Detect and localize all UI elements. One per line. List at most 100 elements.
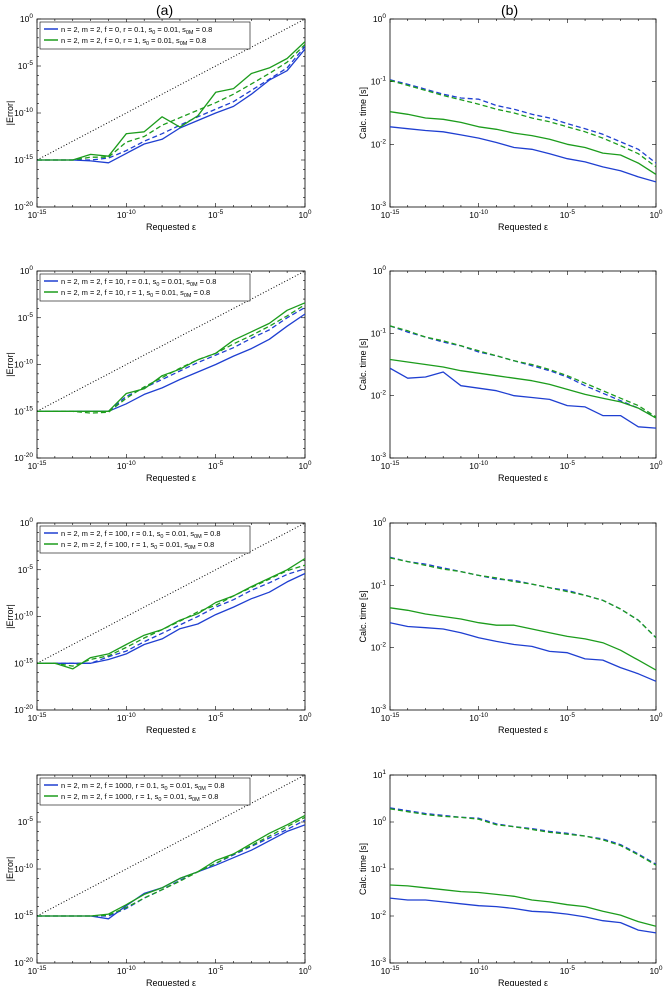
series-line bbox=[37, 557, 305, 670]
series-line bbox=[390, 79, 656, 164]
y-tick-label: 10-1 bbox=[371, 327, 387, 338]
x-tick-label: 10-10 bbox=[469, 209, 488, 220]
series-line bbox=[390, 884, 656, 927]
axis-ticks bbox=[36, 522, 306, 711]
x-tick-label: 10-15 bbox=[381, 965, 400, 976]
x-tick-label: 10-10 bbox=[117, 209, 136, 220]
series-group bbox=[37, 19, 305, 164]
series-line bbox=[390, 126, 656, 183]
series-group bbox=[37, 523, 305, 670]
series-line bbox=[390, 367, 656, 429]
y-tick-label: 100 bbox=[373, 816, 386, 827]
y-tick-label: 10-20 bbox=[14, 704, 33, 715]
x-tick-label: 100 bbox=[298, 209, 311, 220]
series-line bbox=[390, 807, 656, 865]
y-tick-label: 10-3 bbox=[371, 704, 387, 715]
series-line bbox=[390, 111, 656, 175]
x-tick-label: 10-10 bbox=[469, 460, 488, 471]
y-tick-label: 10-3 bbox=[371, 201, 387, 212]
y-tick-label: 10-20 bbox=[14, 201, 33, 212]
series-line bbox=[37, 775, 305, 917]
x-axis-label: Requested ε bbox=[498, 473, 548, 483]
y-tick-label: 10-3 bbox=[371, 957, 387, 968]
x-tick-label: 10-5 bbox=[560, 460, 576, 471]
y-axis-label: Calc. time [s] bbox=[358, 87, 368, 139]
y-axis-label: |Error| bbox=[5, 101, 15, 126]
y-axis-label: |Error| bbox=[5, 857, 15, 882]
y-tick-label: 10-15 bbox=[14, 910, 33, 921]
x-axis-label: Requested ε bbox=[498, 978, 548, 986]
legend: n = 2, m = 2, f = 10, r = 0.1, s0 = 0.01… bbox=[39, 273, 251, 302]
legend: n = 2, m = 2, f = 0, r = 0.1, s0 = 0.01,… bbox=[39, 21, 251, 50]
y-tick-label: 100 bbox=[20, 517, 33, 528]
plot-frame bbox=[389, 522, 657, 711]
y-tick-label: 10-5 bbox=[18, 60, 34, 71]
y-tick-label: 10-15 bbox=[14, 657, 33, 668]
x-tick-label: 10-15 bbox=[28, 460, 47, 471]
axis-ticks bbox=[36, 774, 306, 964]
x-tick-label: 100 bbox=[649, 209, 662, 220]
legend-entry: n = 2, m = 2, f = 10, r = 1, s0 = 0.01, … bbox=[61, 288, 210, 299]
series-line bbox=[37, 45, 305, 161]
x-tick-label: 10-10 bbox=[117, 712, 136, 723]
x-tick-label: 10-5 bbox=[560, 965, 576, 976]
series-group bbox=[390, 556, 656, 682]
y-tick-label: 10-10 bbox=[14, 107, 33, 118]
y-tick-label: 100 bbox=[20, 265, 33, 276]
plot-frame bbox=[389, 270, 657, 459]
x-axis-label: Requested ε bbox=[146, 473, 196, 483]
panel-b2: 10-15 10-10 10-5 100 100 10-1 10-2 10-3 Requeste… bbox=[358, 265, 663, 483]
x-tick-label: 100 bbox=[649, 965, 662, 976]
series-line bbox=[37, 523, 305, 664]
panel-a4: 10-15 10-10 10-5 10010-510-1010-1510-20Requ… bbox=[5, 774, 312, 986]
legend-box bbox=[39, 525, 251, 554]
series-line bbox=[37, 304, 305, 414]
x-axis-label: Requested ε bbox=[146, 222, 196, 232]
legend-entry: n = 2, m = 2, f = 0, r = 1, s0 = 0.01, s… bbox=[61, 36, 206, 47]
x-tick-label: 10-5 bbox=[560, 209, 576, 220]
x-tick-label: 10-15 bbox=[28, 209, 47, 220]
y-axis-label: Calc. time [s] bbox=[358, 590, 368, 642]
y-tick-label: 10-3 bbox=[371, 452, 387, 463]
plot-frame bbox=[389, 774, 657, 964]
series-line bbox=[390, 557, 656, 639]
legend-entry: n = 2, m = 2, f = 100, r = 0.1, s0 = 0.0… bbox=[61, 529, 220, 540]
x-tick-label: 10-5 bbox=[560, 712, 576, 723]
series-line bbox=[37, 19, 305, 161]
y-tick-label: 10-15 bbox=[14, 154, 33, 165]
y-tick-label: 10-15 bbox=[14, 405, 33, 416]
column-b-title: (b) bbox=[501, 2, 519, 18]
y-tick-label: 10-5 bbox=[18, 564, 34, 575]
panel-b1: 10-15 10-10 10-5 100 100 10-1 10-2 10-3 Requeste… bbox=[358, 13, 663, 232]
legend-entry: n = 2, m = 2, f = 1000, r = 0.1, s0 = 0.… bbox=[61, 781, 225, 792]
x-tick-label: 100 bbox=[298, 460, 311, 471]
x-axis-label: Requested ε bbox=[498, 725, 548, 735]
series-line bbox=[37, 271, 305, 412]
y-tick-label: 10-5 bbox=[18, 816, 34, 827]
legend-entry: n = 2, m = 2, f = 0, r = 0.1, s0 = 0.01,… bbox=[61, 25, 212, 36]
series-line bbox=[390, 897, 656, 934]
series-line bbox=[37, 43, 305, 161]
y-tick-label: 10-2 bbox=[371, 390, 387, 401]
y-tick-label: 10-20 bbox=[14, 957, 33, 968]
x-tick-label: 100 bbox=[649, 712, 662, 723]
y-tick-label: 10-1 bbox=[371, 579, 387, 590]
panel-a1: 10-15 10-10 10-5 10010010-510-1010-1510-20R… bbox=[5, 13, 312, 232]
y-tick-label: 10-2 bbox=[371, 138, 387, 149]
y-tick-label: 101 bbox=[373, 769, 386, 780]
series-line bbox=[390, 607, 656, 671]
y-axis-label: Calc. time [s] bbox=[358, 338, 368, 390]
axis-ticks bbox=[36, 270, 306, 459]
series-group bbox=[37, 271, 305, 414]
y-tick-label: 10-1 bbox=[371, 863, 387, 874]
plot-frame bbox=[36, 774, 306, 964]
plot-frame bbox=[36, 270, 306, 459]
axis-ticks bbox=[389, 522, 657, 711]
x-tick-label: 10-15 bbox=[381, 712, 400, 723]
y-axis-label: |Error| bbox=[5, 604, 15, 629]
column-a-title: (a) bbox=[156, 2, 174, 18]
x-tick-label: 100 bbox=[298, 965, 311, 976]
panel-a3: 10-15 10-10 10-5 10010010-510-1010-1510-20R… bbox=[5, 517, 312, 735]
panel-b4: 10-15 10-10 10-5 100 101 100 10-1 10-2 10-3 Reque… bbox=[358, 769, 663, 986]
